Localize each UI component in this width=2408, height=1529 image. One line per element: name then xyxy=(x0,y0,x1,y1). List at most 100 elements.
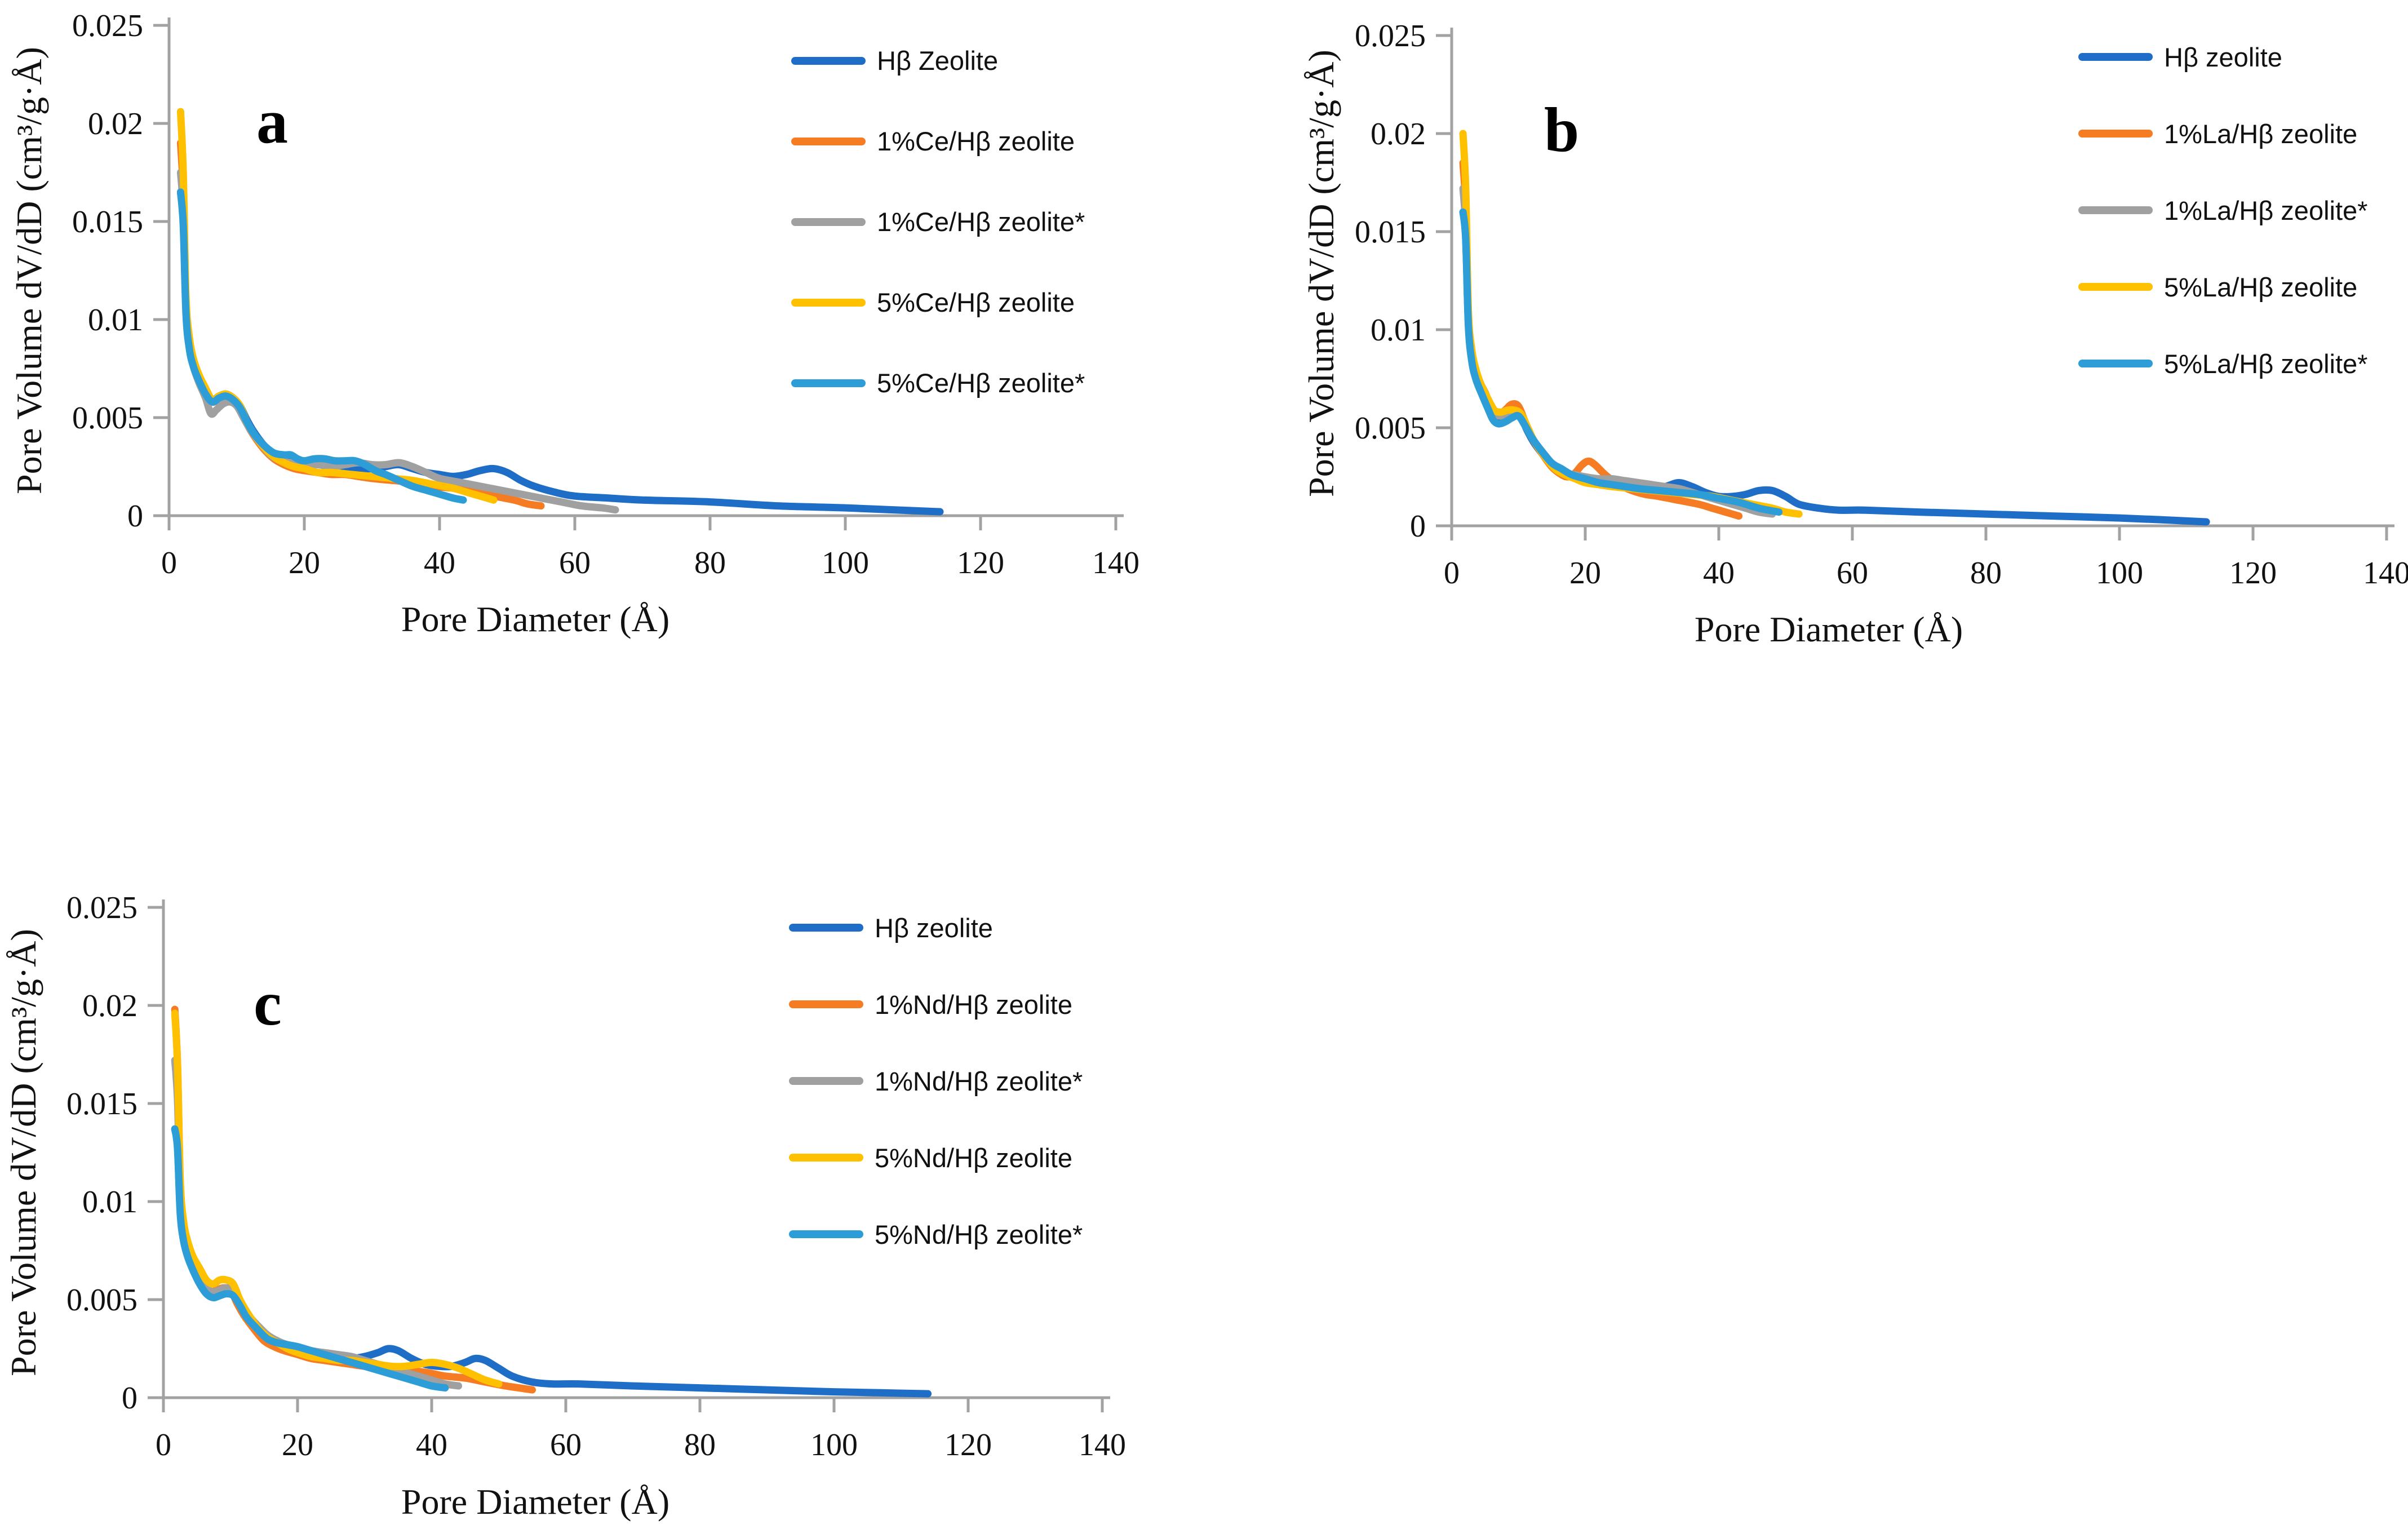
y-tick-label-b: 0.005 xyxy=(1355,411,1426,446)
legend-item: 5%La/Hβ zeolite* xyxy=(2078,325,2367,402)
y-tick-label-c: 0.005 xyxy=(66,1283,138,1318)
y-tick-label-a: 0.02 xyxy=(88,107,143,141)
y-tick-label-c: 0.02 xyxy=(82,989,138,1023)
y-tick-label-c: 0 xyxy=(122,1381,138,1416)
y-tick-label-c: 0.01 xyxy=(82,1185,138,1220)
legend-label: 5%La/Hβ zeolite* xyxy=(2164,348,2368,379)
y-axis-title-c: Pore Volume dV/dD (cm³/g·Å) xyxy=(3,929,43,1376)
legend-item: 1%Nd/Hβ zeolite* xyxy=(789,1043,1083,1119)
legend-item: 5%La/Hβ zeolite xyxy=(2078,249,2367,325)
x-tick-label-a: 40 xyxy=(424,546,455,580)
legend-item: 5%Ce/Hβ zeolite xyxy=(791,262,1085,343)
x-tick-label-a: 60 xyxy=(559,546,591,580)
legend-line-swatch xyxy=(2078,130,2153,138)
series-curve-c-2 xyxy=(171,1056,463,1390)
x-tick-label-c: 120 xyxy=(944,1428,992,1462)
series-curve-c-4 xyxy=(171,1125,449,1392)
legend-line-swatch xyxy=(2078,360,2153,367)
y-axis-title-a: Pore Volume dV/dD (cm³/g·Å) xyxy=(9,47,49,494)
x-tick-label-c: 140 xyxy=(1079,1428,1126,1462)
legend-item: 1%La/Hβ zeolite* xyxy=(2078,172,2367,249)
x-tick-label-c: 80 xyxy=(684,1428,716,1462)
panel-letter-b: b xyxy=(1544,95,1580,165)
legend-item: 1%La/Hβ zeolite xyxy=(2078,95,2367,172)
legend-a: Hβ Zeolite 1%Ce/Hβ zeolite 1%Ce/Hβ zeoli… xyxy=(791,20,1085,423)
x-tick-label-b: 40 xyxy=(1703,556,1735,591)
x-tick-label-c: 0 xyxy=(156,1428,171,1462)
y-tick-label-b: 0.01 xyxy=(1371,313,1426,348)
legend-label: 5%Ce/Hβ zeolite* xyxy=(877,368,1085,398)
legend-label: Hβ zeolite xyxy=(2164,42,2282,72)
legend-line-swatch xyxy=(2078,53,2153,61)
legend-c: Hβ zeolite 1%Nd/Hβ zeolite 1%Nd/Hβ zeoli… xyxy=(789,889,1083,1273)
x-axis-title-a: Pore Diameter (Å) xyxy=(401,599,670,639)
legend-item: Hβ Zeolite xyxy=(791,20,1085,101)
legend-item: Hβ zeolite xyxy=(789,889,1083,966)
legend-item: 5%Ce/Hβ zeolite* xyxy=(791,343,1085,423)
legend-line-swatch xyxy=(789,1230,863,1238)
y-tick-label-b: 0.015 xyxy=(1355,215,1426,250)
y-tick-label-b: 0.025 xyxy=(1355,19,1426,54)
x-tick-label-b: 140 xyxy=(2363,556,2408,591)
legend-label: 5%La/Hβ zeolite xyxy=(2164,272,2358,302)
series-curve-c-1 xyxy=(171,1005,536,1394)
legend-label: 1%La/Hβ zeolite* xyxy=(2164,195,2368,225)
x-tick-label-a: 80 xyxy=(694,546,726,580)
x-tick-label-b: 100 xyxy=(2096,556,2143,591)
series-curve-b-2 xyxy=(1459,184,1776,518)
series-curve-b-1 xyxy=(1459,159,1743,520)
legend-item: 1%Nd/Hβ zeolite xyxy=(789,966,1083,1043)
x-tick-label-a: 0 xyxy=(161,546,177,580)
legend-line-swatch xyxy=(789,1154,863,1162)
legend-item: Hβ zeolite xyxy=(2078,19,2367,95)
legend-line-swatch xyxy=(791,56,866,65)
legend-item: 1%Ce/Hβ zeolite* xyxy=(791,181,1085,262)
series-curve-a-3 xyxy=(176,108,498,504)
series-curve-b-4 xyxy=(1459,208,1783,516)
legend-line-swatch xyxy=(791,298,866,307)
y-tick-label-b: 0.02 xyxy=(1371,117,1426,152)
x-tick-label-c: 40 xyxy=(416,1428,447,1462)
x-tick-label-a: 140 xyxy=(1092,546,1139,580)
legend-item: 1%Ce/Hβ zeolite xyxy=(791,101,1085,181)
y-tick-label-c: 0.025 xyxy=(66,890,138,925)
x-tick-label-b: 20 xyxy=(1569,556,1601,591)
legend-line-swatch xyxy=(791,137,866,145)
x-axis-title-c: Pore Diameter (Å) xyxy=(401,1482,670,1522)
y-tick-label-a: 0 xyxy=(127,499,143,534)
legend-label: 1%Nd/Hβ zeolite xyxy=(875,989,1072,1020)
legend-line-swatch xyxy=(791,379,866,387)
legend-line-swatch xyxy=(791,218,866,226)
y-tick-label-a: 0.01 xyxy=(88,303,143,338)
legend-line-swatch xyxy=(789,1077,863,1085)
y-axis-title-b: Pore Volume dV/dD (cm³/g·Å) xyxy=(1301,50,1341,497)
x-tick-label-a: 120 xyxy=(957,546,1004,580)
legend-label: 5%Nd/Hβ zeolite xyxy=(875,1142,1072,1173)
legend-label: 1%Nd/Hβ zeolite* xyxy=(875,1066,1083,1096)
y-tick-label-c: 0.015 xyxy=(66,1087,138,1122)
legend-line-swatch xyxy=(2078,206,2153,214)
series-curve-a-2 xyxy=(176,169,619,514)
panel-letter-c: c xyxy=(254,969,282,1039)
x-tick-label-c: 20 xyxy=(282,1428,313,1462)
series-curve-a-1 xyxy=(176,139,545,510)
legend-label: 1%La/Hβ zeolite xyxy=(2164,118,2358,149)
legend-label: 1%Ce/Hβ zeolite* xyxy=(877,207,1085,237)
series-curve-a-4 xyxy=(176,188,467,504)
x-tick-label-b: 0 xyxy=(1444,556,1460,591)
x-tick-label-c: 100 xyxy=(810,1428,858,1462)
legend-label: Hβ Zeolite xyxy=(877,46,999,76)
legend-label: 5%Nd/Hβ zeolite* xyxy=(875,1219,1083,1249)
x-tick-label-a: 100 xyxy=(822,546,869,580)
legend-line-swatch xyxy=(2078,283,2153,291)
legend-label: Hβ zeolite xyxy=(875,912,993,943)
legend-line-swatch xyxy=(789,1000,863,1008)
legend-item: 5%Nd/Hβ zeolite xyxy=(789,1119,1083,1196)
legend-label: 1%Ce/Hβ zeolite xyxy=(877,126,1075,156)
legend-line-swatch xyxy=(789,924,863,932)
x-tick-label-b: 120 xyxy=(2229,556,2277,591)
x-tick-label-b: 80 xyxy=(1970,556,2002,591)
y-tick-label-b: 0 xyxy=(1410,509,1426,544)
